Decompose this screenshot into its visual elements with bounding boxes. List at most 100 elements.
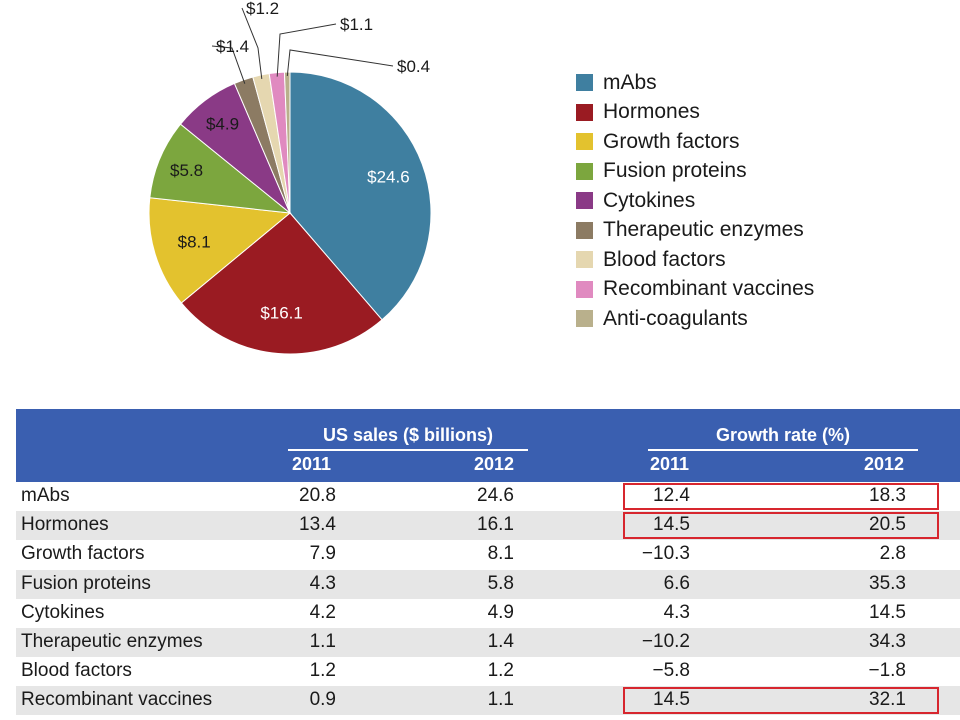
table-header: US sales ($ billions) Growth rate (%) 20… bbox=[16, 409, 960, 482]
table-row: Cytokines 4.2 4.9 4.3 14.5 bbox=[16, 599, 960, 628]
table-row: Therapeutic enzymes 1.1 1.4 −10.2 34.3 bbox=[16, 628, 960, 657]
row-name: mAbs bbox=[21, 485, 70, 506]
legend-item-mabs: mAbs bbox=[576, 68, 814, 98]
table-row: Hormones 13.4 16.1 14.5 20.5 bbox=[16, 511, 960, 541]
sales-table: US sales ($ billions) Growth rate (%) 20… bbox=[16, 409, 960, 716]
row-value: 14.5 bbox=[653, 689, 690, 711]
row-value: 35.3 bbox=[869, 572, 906, 594]
row-value: 0.9 bbox=[309, 689, 336, 711]
legend-swatch bbox=[576, 192, 593, 210]
row-value: 32.1 bbox=[869, 689, 906, 711]
legend-swatch bbox=[576, 310, 593, 328]
legend-swatch bbox=[576, 251, 593, 269]
row-value: −1.8 bbox=[868, 660, 906, 682]
legend-item-recombinant-vaccines: Recombinant vaccines bbox=[576, 275, 814, 305]
pie-slice-mabs bbox=[289, 71, 432, 321]
legend-item-growth-factors: Growth factors bbox=[576, 127, 814, 157]
row-value: 1.2 bbox=[309, 660, 336, 682]
row-value: 1.2 bbox=[487, 660, 514, 682]
pie-label-mabs: $24.6 bbox=[367, 167, 410, 186]
pie-label-recombinant-vaccines: $1.1 bbox=[340, 15, 373, 34]
pie-label-therapeutic-enzymes: $1.4 bbox=[216, 37, 249, 56]
table-row: Recombinant vaccines 0.9 1.1 14.5 32.1 bbox=[16, 686, 960, 716]
year-sales-2012: 2012 bbox=[474, 454, 515, 474]
pie-chart: $24.6 $16.1 $8.1 $5.8 $4.9 $1.4 $1.2 $1.1 $0.4 bbox=[148, 0, 432, 355]
legend-label: Recombinant vaccines bbox=[603, 277, 815, 301]
legend-swatch bbox=[576, 162, 593, 180]
leader-line-recombinant-vaccines bbox=[276, 23, 337, 77]
row-value: 1.1 bbox=[487, 689, 514, 711]
pie-labels: $24.6 $16.1 $8.1 $5.8 $4.9 $1.4 $1.2 $1.1 $0.4 bbox=[170, 0, 430, 323]
row-value: 6.6 bbox=[663, 572, 690, 594]
row-value: 4.3 bbox=[663, 601, 690, 623]
sales-group-title: US sales ($ billions) bbox=[322, 425, 494, 445]
legend-swatch bbox=[576, 103, 593, 121]
table-row: Blood factors 1.2 1.2 −5.8 −1.8 bbox=[16, 657, 960, 686]
legend-item-therapeutic-enzymes: Therapeutic enzymes bbox=[576, 216, 814, 246]
legend-swatch bbox=[576, 221, 593, 239]
leader-line-therapeutic-enzymes bbox=[211, 45, 246, 84]
pie-leader-lines bbox=[211, 7, 394, 84]
pie-label-growth-factors: $8.1 bbox=[178, 233, 211, 252]
legend-label: mAbs bbox=[603, 70, 657, 94]
row-value: 7.9 bbox=[309, 543, 336, 565]
pie-slice-hormones bbox=[180, 212, 383, 355]
row-value: 4.2 bbox=[309, 601, 336, 623]
row-value: 5.8 bbox=[487, 572, 514, 594]
year-sales-2011: 2011 bbox=[292, 454, 332, 474]
legend-label: Therapeutic enzymes bbox=[603, 218, 804, 242]
pie-label-fusion-proteins: $5.8 bbox=[170, 161, 203, 180]
highlight-box bbox=[623, 483, 939, 510]
row-value: 34.3 bbox=[869, 631, 906, 652]
legend-item-anti-coagulants: Anti-coagulants bbox=[576, 304, 814, 334]
growth-group-title: Growth rate (%) bbox=[715, 425, 850, 445]
legend-item-hormones: Hormones bbox=[576, 98, 814, 128]
row-value: 20.5 bbox=[869, 514, 906, 536]
legend-label: Cytokines bbox=[603, 188, 696, 212]
legend-label: Blood factors bbox=[603, 247, 726, 271]
row-name: Fusion proteins bbox=[21, 572, 151, 594]
row-value: 13.4 bbox=[299, 514, 336, 536]
row-value: 1.4 bbox=[487, 631, 514, 652]
row-name: Therapeutic enzymes bbox=[21, 631, 203, 652]
row-value: 14.5 bbox=[869, 601, 906, 623]
table-row: Growth factors 7.9 8.1 −10.3 2.8 bbox=[16, 540, 960, 569]
legend-item-cytokines: Cytokines bbox=[576, 186, 814, 216]
row-value: 4.3 bbox=[309, 572, 336, 594]
leader-line-anti-coagulants bbox=[286, 49, 394, 77]
table-row: Fusion proteins 4.3 5.8 6.6 35.3 bbox=[16, 569, 960, 599]
legend: mAbs Hormones Growth factors Fusion protein… bbox=[576, 68, 814, 334]
row-value: 12.4 bbox=[653, 485, 690, 506]
pie-slice-fusion-proteins bbox=[149, 123, 292, 214]
row-name: Hormones bbox=[21, 514, 109, 536]
row-value: −10.3 bbox=[641, 543, 690, 565]
pie-label-blood-factors: $1.2 bbox=[246, 0, 279, 18]
row-name: Cytokines bbox=[21, 601, 105, 623]
row-value: −5.8 bbox=[652, 660, 690, 682]
leader-line-blood-factors bbox=[241, 7, 263, 79]
pie-label-cytokines: $4.9 bbox=[206, 115, 239, 134]
legend-label: Hormones bbox=[603, 100, 700, 124]
year-growth-2012: 2012 bbox=[864, 454, 905, 474]
sales-group-rule bbox=[288, 449, 528, 451]
row-value: 2.8 bbox=[879, 543, 906, 565]
row-value: 20.8 bbox=[299, 485, 336, 506]
year-growth-2011: 2011 bbox=[650, 454, 690, 474]
growth-group-rule bbox=[648, 449, 918, 451]
row-value: 24.6 bbox=[477, 485, 514, 506]
legend-swatch bbox=[576, 133, 593, 151]
row-value: 18.3 bbox=[869, 485, 906, 506]
row-name: Blood factors bbox=[21, 660, 132, 682]
highlight-box bbox=[623, 687, 939, 715]
pie-label-anti-coagulants: $0.4 bbox=[397, 57, 430, 76]
pie-slice-growth-factors bbox=[148, 197, 292, 304]
row-value: −10.2 bbox=[641, 631, 690, 652]
legend-item-fusion-proteins: Fusion proteins bbox=[576, 157, 814, 187]
row-value: 8.1 bbox=[487, 543, 514, 565]
row-name: Recombinant vaccines bbox=[21, 689, 213, 711]
legend-label: Fusion proteins bbox=[603, 159, 747, 183]
legend-label: Anti-coagulants bbox=[603, 306, 748, 330]
table-row: mAbs 20.8 24.6 12.4 18.3 bbox=[16, 482, 960, 511]
legend-swatch bbox=[576, 280, 593, 298]
row-value: 16.1 bbox=[477, 514, 514, 536]
